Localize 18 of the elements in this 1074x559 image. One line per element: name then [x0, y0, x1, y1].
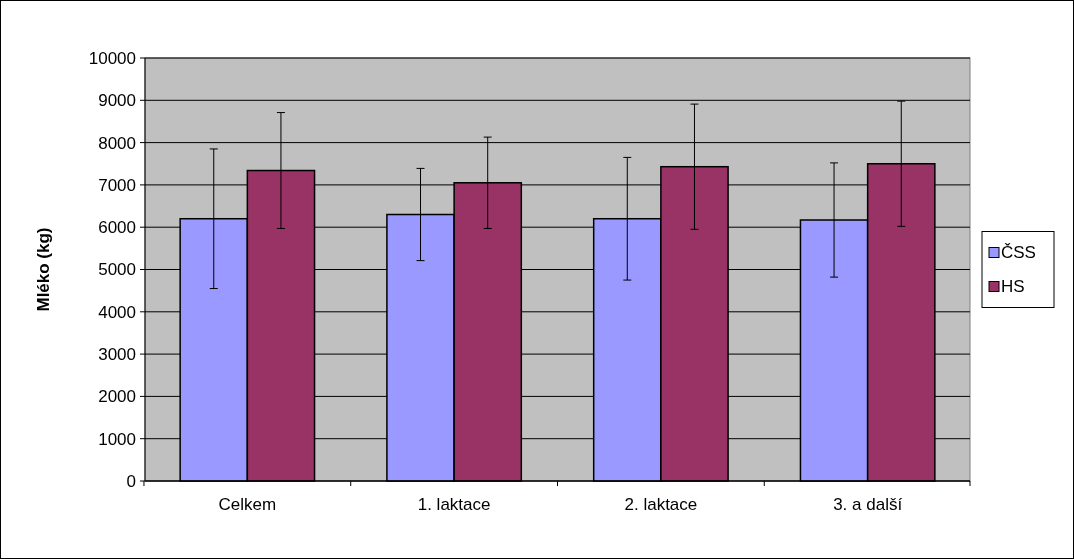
legend-label: HS	[1001, 277, 1025, 297]
x-tick-label: Celkem	[218, 495, 277, 514]
y-tick-label: 5000	[98, 260, 136, 280]
y-tick-label: 9000	[98, 91, 136, 111]
y-tick-label: 0	[126, 471, 136, 491]
y-tick-label: 6000	[98, 218, 136, 238]
x-tick-label: 2. laktace	[624, 495, 698, 514]
y-axis-title: Mléko (kg)	[34, 227, 53, 312]
legend-label: ČSS	[1001, 243, 1036, 263]
y-tick-label: 2000	[98, 387, 136, 407]
y-tick-label: 1000	[98, 429, 136, 449]
y-tick-label: 4000	[98, 302, 136, 322]
x-tick-label: 1. laktace	[417, 495, 491, 514]
y-tick-label: 10000	[88, 48, 136, 68]
y-tick-label: 3000	[98, 345, 136, 365]
y-tick-label: 7000	[98, 175, 136, 195]
x-tick-label: 3. a další	[833, 495, 903, 514]
y-tick-label: 8000	[98, 133, 136, 153]
